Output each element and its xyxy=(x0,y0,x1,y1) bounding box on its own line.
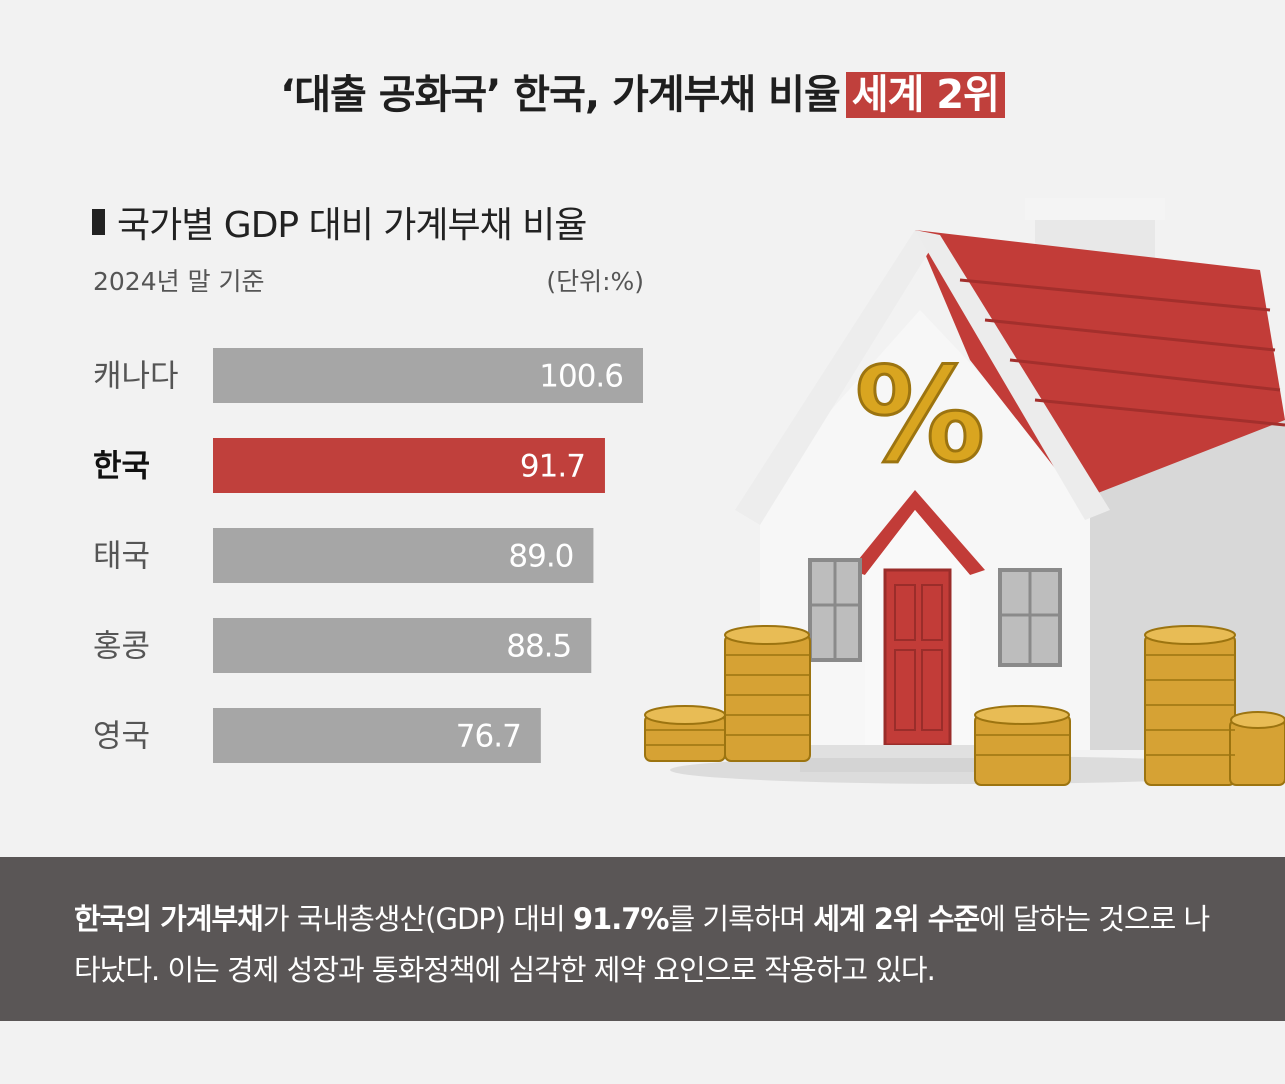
chart-title: 국가별 GDP 대비 가계부채 비율 xyxy=(92,196,587,248)
footer-segment: 에 달하는 것으로 나타났다. 이는 경제 성장과 통화정책에 심각한 제약 요… xyxy=(74,902,1210,987)
house-with-percent-icon: % xyxy=(644,198,1285,786)
footer-segment: 를 기록하며 xyxy=(668,902,814,936)
category-label: 홍콩 xyxy=(93,629,150,665)
footer-summary: 한국의 가계부채가 국내총생산(GDP) 대비 91.7%를 기록하며 세계 2… xyxy=(0,857,1285,1021)
bar xyxy=(213,438,605,493)
data-label: 88.5 xyxy=(506,629,571,665)
category-label: 한국 xyxy=(93,449,150,485)
category-label: 캐나다 xyxy=(93,359,179,395)
percent-sign: % xyxy=(855,339,985,491)
category-label: 영국 xyxy=(93,719,150,755)
headline: ‘대출 공화국’ 한국, 가계부채 비율 세계 2위 xyxy=(0,62,1285,120)
headline-main: ‘대출 공화국’ 한국, 가계부채 비율 xyxy=(280,72,841,118)
bar-chart: 캐나다 100.6 한국 91.7 태국 89.0 홍콩 88.5 영국 76.7 xyxy=(93,348,643,763)
bar xyxy=(213,348,643,403)
chart-title-text: 국가별 GDP 대비 가계부채 비율 xyxy=(117,205,587,246)
bar xyxy=(213,618,592,673)
data-label: 89.0 xyxy=(508,539,573,575)
data-label: 76.7 xyxy=(456,719,521,755)
category-label: 태국 xyxy=(93,539,150,575)
footer-emphasis: 한국의 가계부채 xyxy=(74,902,264,936)
title-square-icon xyxy=(92,209,105,235)
footer-emphasis: 91.7% xyxy=(572,902,670,936)
footer-text: 한국의 가계부채가 국내총생산(GDP) 대비 91.7%를 기록하며 세계 2… xyxy=(74,894,1234,996)
footer-segment: 가 국내총생산(GDP) 대비 xyxy=(262,902,573,936)
bar xyxy=(213,528,594,583)
footer-emphasis: 세계 2위 수준 xyxy=(813,902,980,936)
chart-unit: (단위:%) xyxy=(546,267,644,296)
headline-highlight: 세계 2위 xyxy=(845,72,1005,118)
bar xyxy=(213,708,541,763)
chart-subtitle: 2024년 말 기준 xyxy=(93,267,265,296)
data-label: 91.7 xyxy=(520,449,585,485)
data-label: 100.6 xyxy=(539,359,623,395)
